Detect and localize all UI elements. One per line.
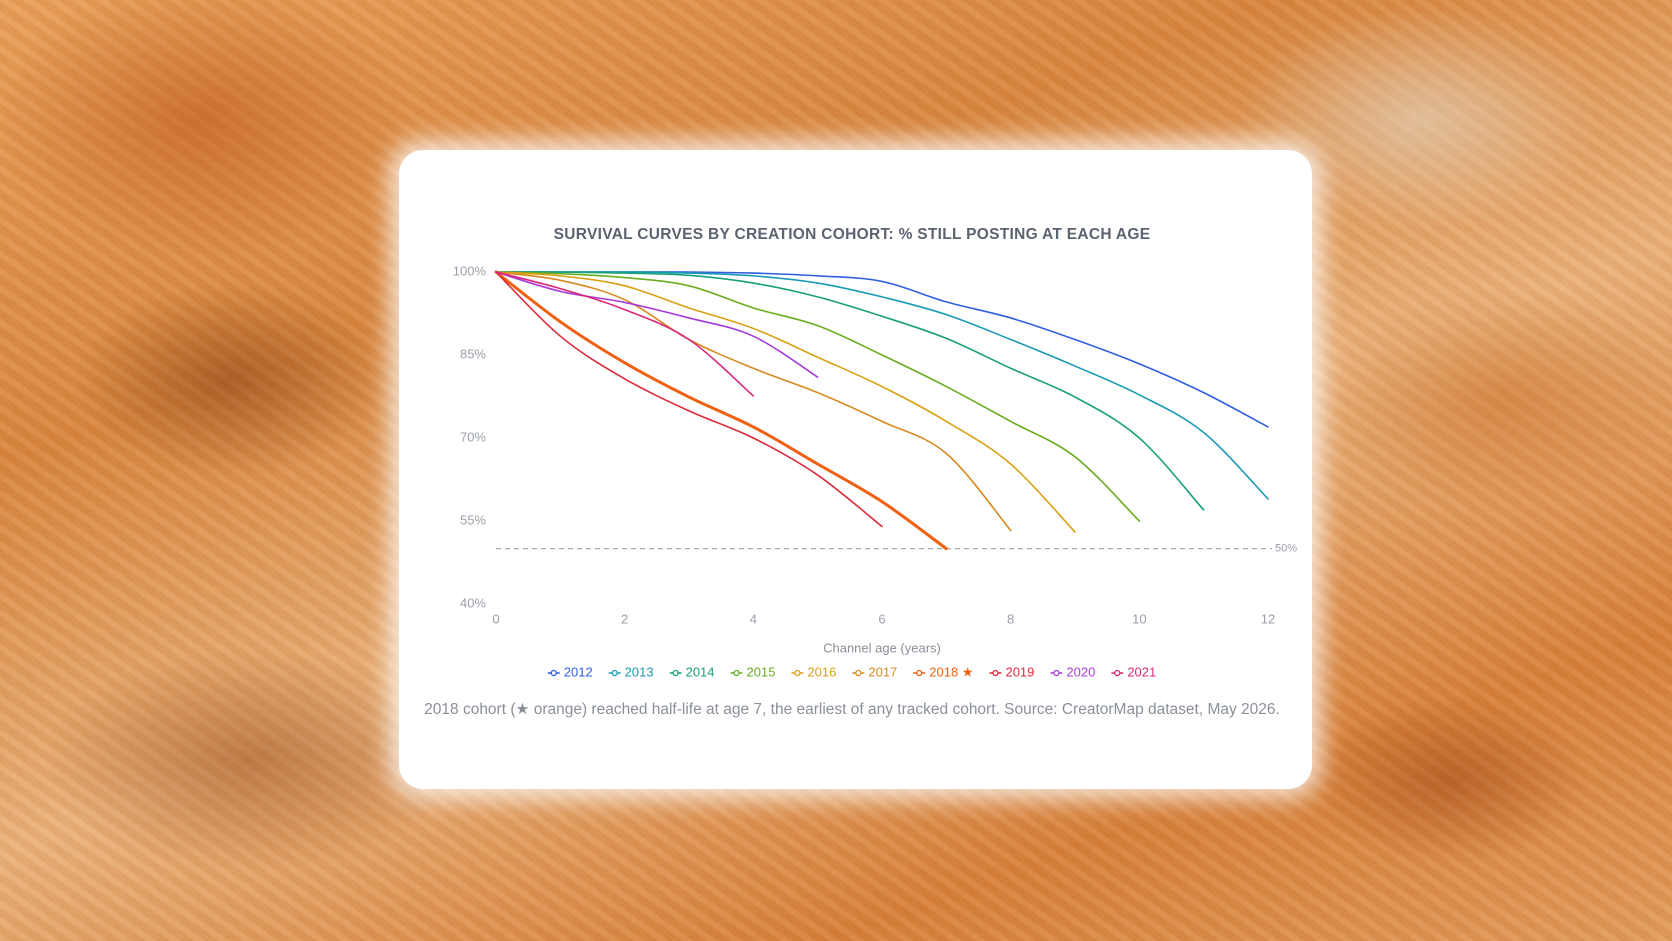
legend-item: 2017 [852, 664, 897, 679]
legend-item: 2020 [1050, 664, 1095, 679]
legend-item: 2013 [608, 664, 654, 679]
series-line [495, 271, 1012, 532]
series-line [495, 271, 1269, 500]
series-line [495, 271, 1076, 533]
legend-label: 2014 [686, 664, 715, 679]
legend-item: 2018 ★ [913, 664, 973, 679]
legend-item: 2021 [1111, 664, 1156, 679]
legend-swatch [794, 669, 801, 677]
x-tick-label: 10 [1132, 611, 1146, 626]
legend-label: 2019 [1005, 664, 1034, 679]
x-tick-label: 4 [750, 611, 757, 626]
legend: 2012 2013 2014 2015 2016 2017 2018 ★ 2019 2020 20… [547, 664, 1156, 679]
legend-item: 2015 [730, 664, 776, 679]
x-tick-label: 8 [1007, 611, 1014, 626]
series-line [495, 271, 1141, 522]
y-tick-label: 100% [453, 263, 487, 278]
series-line [494, 270, 948, 551]
legend-swatch [611, 669, 618, 677]
legend-label: 2020 [1066, 664, 1095, 679]
series-line [495, 271, 819, 378]
x-tick-label: 0 [492, 611, 499, 626]
legend-swatch [733, 669, 740, 677]
y-tick-label: 85% [460, 346, 486, 361]
legend-swatch [855, 669, 862, 677]
legend-label: 2017 [868, 664, 897, 679]
x-tick-label: 12 [1261, 611, 1275, 626]
x-axis-label: Channel age (years) [823, 640, 941, 655]
legend-item: 2012 [547, 664, 593, 679]
legend-label: 2016 [807, 664, 836, 679]
legend-swatch [992, 669, 999, 677]
y-tick-label: 55% [460, 512, 486, 527]
legend-swatch [1114, 669, 1121, 677]
chart-title: SURVIVAL CURVES BY CREATION COHORT: % ST… [554, 226, 1151, 243]
legend-label: 2013 [625, 664, 654, 679]
series-line [495, 271, 1205, 511]
y-tick-label: 70% [460, 429, 486, 444]
legend-item: 2014 [669, 664, 715, 679]
legend-label: 2015 [747, 664, 776, 679]
legend-swatch [916, 669, 923, 677]
y-tick-label: 40% [460, 595, 486, 610]
legend-item: 2016 [791, 664, 836, 679]
reference-label: 50% [1275, 543, 1297, 555]
chart-card [399, 150, 1312, 789]
legend-label: 2012 [564, 664, 593, 679]
x-tick-label: 2 [621, 611, 628, 626]
series-line [495, 271, 755, 397]
legend-swatch [672, 669, 679, 677]
legend-label: 2018 ★ [929, 664, 973, 679]
legend-swatch [550, 669, 557, 677]
legend-swatch [1053, 669, 1060, 677]
caption: 2018 cohort (★ orange) reached half-life… [424, 701, 1280, 718]
series-line [495, 271, 883, 528]
x-tick-label: 6 [878, 611, 885, 626]
legend-item: 2019 [989, 664, 1034, 679]
legend-label: 2021 [1127, 664, 1156, 679]
